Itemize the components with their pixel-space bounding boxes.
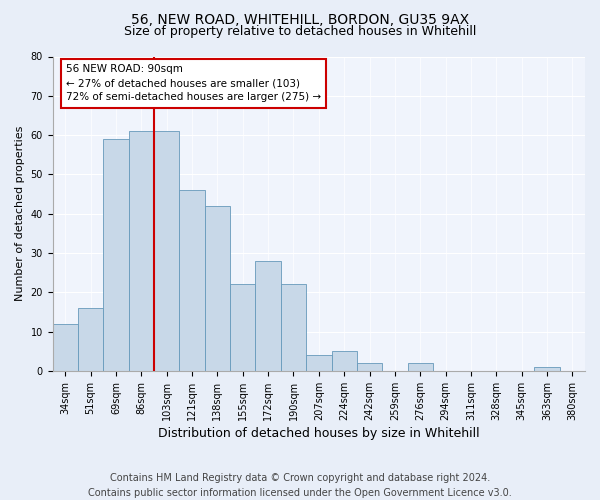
Bar [129, 131, 154, 371]
Bar [281, 284, 306, 371]
Bar [306, 355, 332, 371]
Bar [332, 352, 357, 371]
Bar [53, 324, 78, 371]
Bar [78, 308, 103, 371]
Bar [179, 190, 205, 371]
Text: 56, NEW ROAD, WHITEHILL, BORDON, GU35 9AX: 56, NEW ROAD, WHITEHILL, BORDON, GU35 9A… [131, 12, 469, 26]
Bar [357, 363, 382, 371]
Text: Contains HM Land Registry data © Crown copyright and database right 2024.
Contai: Contains HM Land Registry data © Crown c… [88, 472, 512, 498]
Bar [154, 131, 179, 371]
Bar [205, 206, 230, 371]
Bar [103, 139, 129, 371]
Text: 56 NEW ROAD: 90sqm
← 27% of detached houses are smaller (103)
72% of semi-detach: 56 NEW ROAD: 90sqm ← 27% of detached hou… [66, 64, 321, 102]
Y-axis label: Number of detached properties: Number of detached properties [15, 126, 25, 302]
Bar [230, 284, 256, 371]
X-axis label: Distribution of detached houses by size in Whitehill: Distribution of detached houses by size … [158, 427, 479, 440]
Bar [407, 363, 433, 371]
Text: Size of property relative to detached houses in Whitehill: Size of property relative to detached ho… [124, 25, 476, 38]
Bar [535, 367, 560, 371]
Bar [256, 261, 281, 371]
